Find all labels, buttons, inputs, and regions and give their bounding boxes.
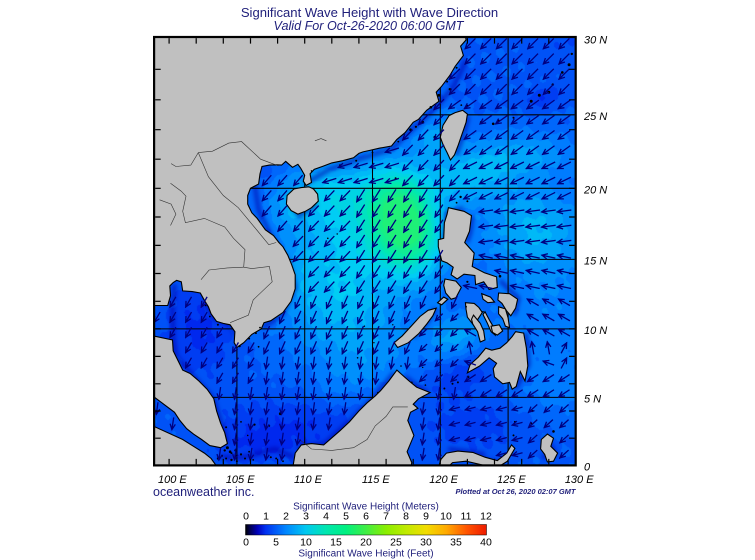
svg-text:9: 9: [423, 511, 429, 523]
svg-text:125 E: 125 E: [497, 474, 526, 486]
svg-text:8: 8: [403, 511, 409, 523]
svg-text:110 E: 110 E: [294, 474, 323, 486]
svg-text:1: 1: [263, 511, 269, 523]
svg-text:30 N: 30 N: [584, 34, 607, 46]
svg-text:0: 0: [584, 461, 591, 473]
svg-text:40: 40: [480, 537, 492, 549]
svg-text:Significant Wave Height with W: Significant Wave Height with Wave Direct…: [241, 5, 498, 20]
svg-text:4: 4: [323, 511, 329, 523]
svg-text:oceanweather inc.: oceanweather inc.: [153, 485, 254, 499]
svg-text:5 N: 5 N: [584, 393, 601, 405]
svg-text:25 N: 25 N: [583, 111, 607, 123]
svg-text:11: 11: [461, 511, 472, 523]
svg-text:20: 20: [360, 537, 372, 549]
svg-text:Plotted at Oct 26, 2020 02:07: Plotted at Oct 26, 2020 02:07 GMT: [455, 487, 576, 496]
svg-text:10: 10: [440, 511, 452, 523]
svg-text:10: 10: [300, 537, 312, 549]
svg-text:12: 12: [480, 511, 492, 523]
svg-text:3: 3: [303, 511, 309, 523]
svg-text:35: 35: [450, 537, 462, 549]
svg-text:15: 15: [330, 537, 342, 549]
svg-text:5: 5: [273, 537, 279, 549]
svg-text:130 E: 130 E: [565, 474, 594, 486]
svg-text:100 E: 100 E: [158, 474, 187, 486]
svg-text:105 E: 105 E: [226, 474, 255, 486]
svg-text:120 E: 120 E: [429, 474, 458, 486]
svg-text:25: 25: [390, 537, 402, 549]
svg-text:Significant Wave Height (Feet): Significant Wave Height (Feet): [298, 549, 433, 560]
svg-text:30: 30: [420, 537, 432, 549]
svg-text:0: 0: [243, 537, 249, 549]
svg-text:6: 6: [363, 511, 369, 523]
svg-text:10 N: 10 N: [584, 325, 607, 337]
svg-text:7: 7: [383, 511, 389, 523]
svg-text:2: 2: [283, 511, 289, 523]
svg-text:5: 5: [343, 511, 349, 523]
svg-text:20 N: 20 N: [583, 184, 607, 196]
svg-text:Valid For Oct-26-2020 06:00 GM: Valid For Oct-26-2020 06:00 GMT: [274, 19, 465, 33]
svg-text:0: 0: [243, 511, 249, 523]
svg-text:15 N: 15 N: [584, 255, 607, 267]
svg-text:Significant Wave Height (Meter: Significant Wave Height (Meters): [293, 502, 439, 513]
svg-text:115 E: 115 E: [362, 474, 391, 486]
